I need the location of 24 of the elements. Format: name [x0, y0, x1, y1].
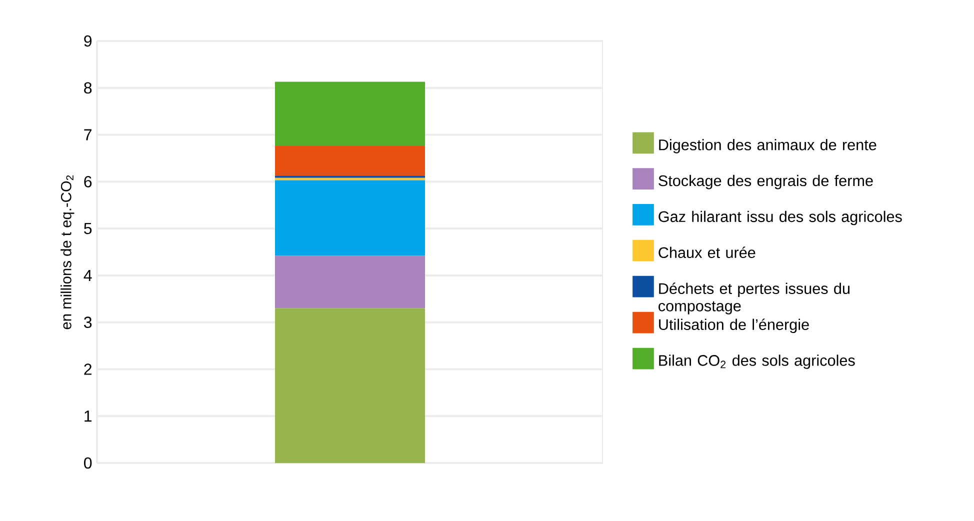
bar [275, 180, 426, 256]
y-tick-label: 3 [84, 316, 92, 328]
bar [275, 146, 426, 176]
y-tick-label: 1 [84, 410, 92, 422]
legend-label: Gaz hilarant issu des sols agricoles [658, 210, 902, 226]
y-tick-label: 5 [84, 222, 92, 234]
y-axis-title: en millions de t eq.-CO$_{2}$ [60, 175, 74, 330]
legend-label: Stockage des engrais de ferme [658, 174, 873, 190]
y-tick-label: 4 [84, 270, 92, 281]
legend-label: Déchets et pertes issues du compostage [658, 282, 850, 314]
y-tick-label: 7 [84, 129, 92, 140]
y-tick-label: 8 [84, 82, 92, 94]
y-tick-label: 9 [84, 35, 92, 47]
legend-label: Digestion des animaux de rente [659, 139, 876, 154]
bar [275, 178, 426, 180]
y-tick-label: 6 [84, 176, 92, 188]
bar [275, 82, 426, 146]
legend-label: Utilisation de l’énergie [659, 318, 809, 334]
y-tick-label: 2 [84, 364, 92, 375]
bar [275, 256, 426, 308]
legend-label: Bilan CO$_{2}$ des sols agricoles [659, 354, 855, 369]
legend-label: Chaux et urée [658, 246, 756, 258]
bar [275, 308, 426, 463]
y-tick-label: 0 [84, 457, 92, 469]
